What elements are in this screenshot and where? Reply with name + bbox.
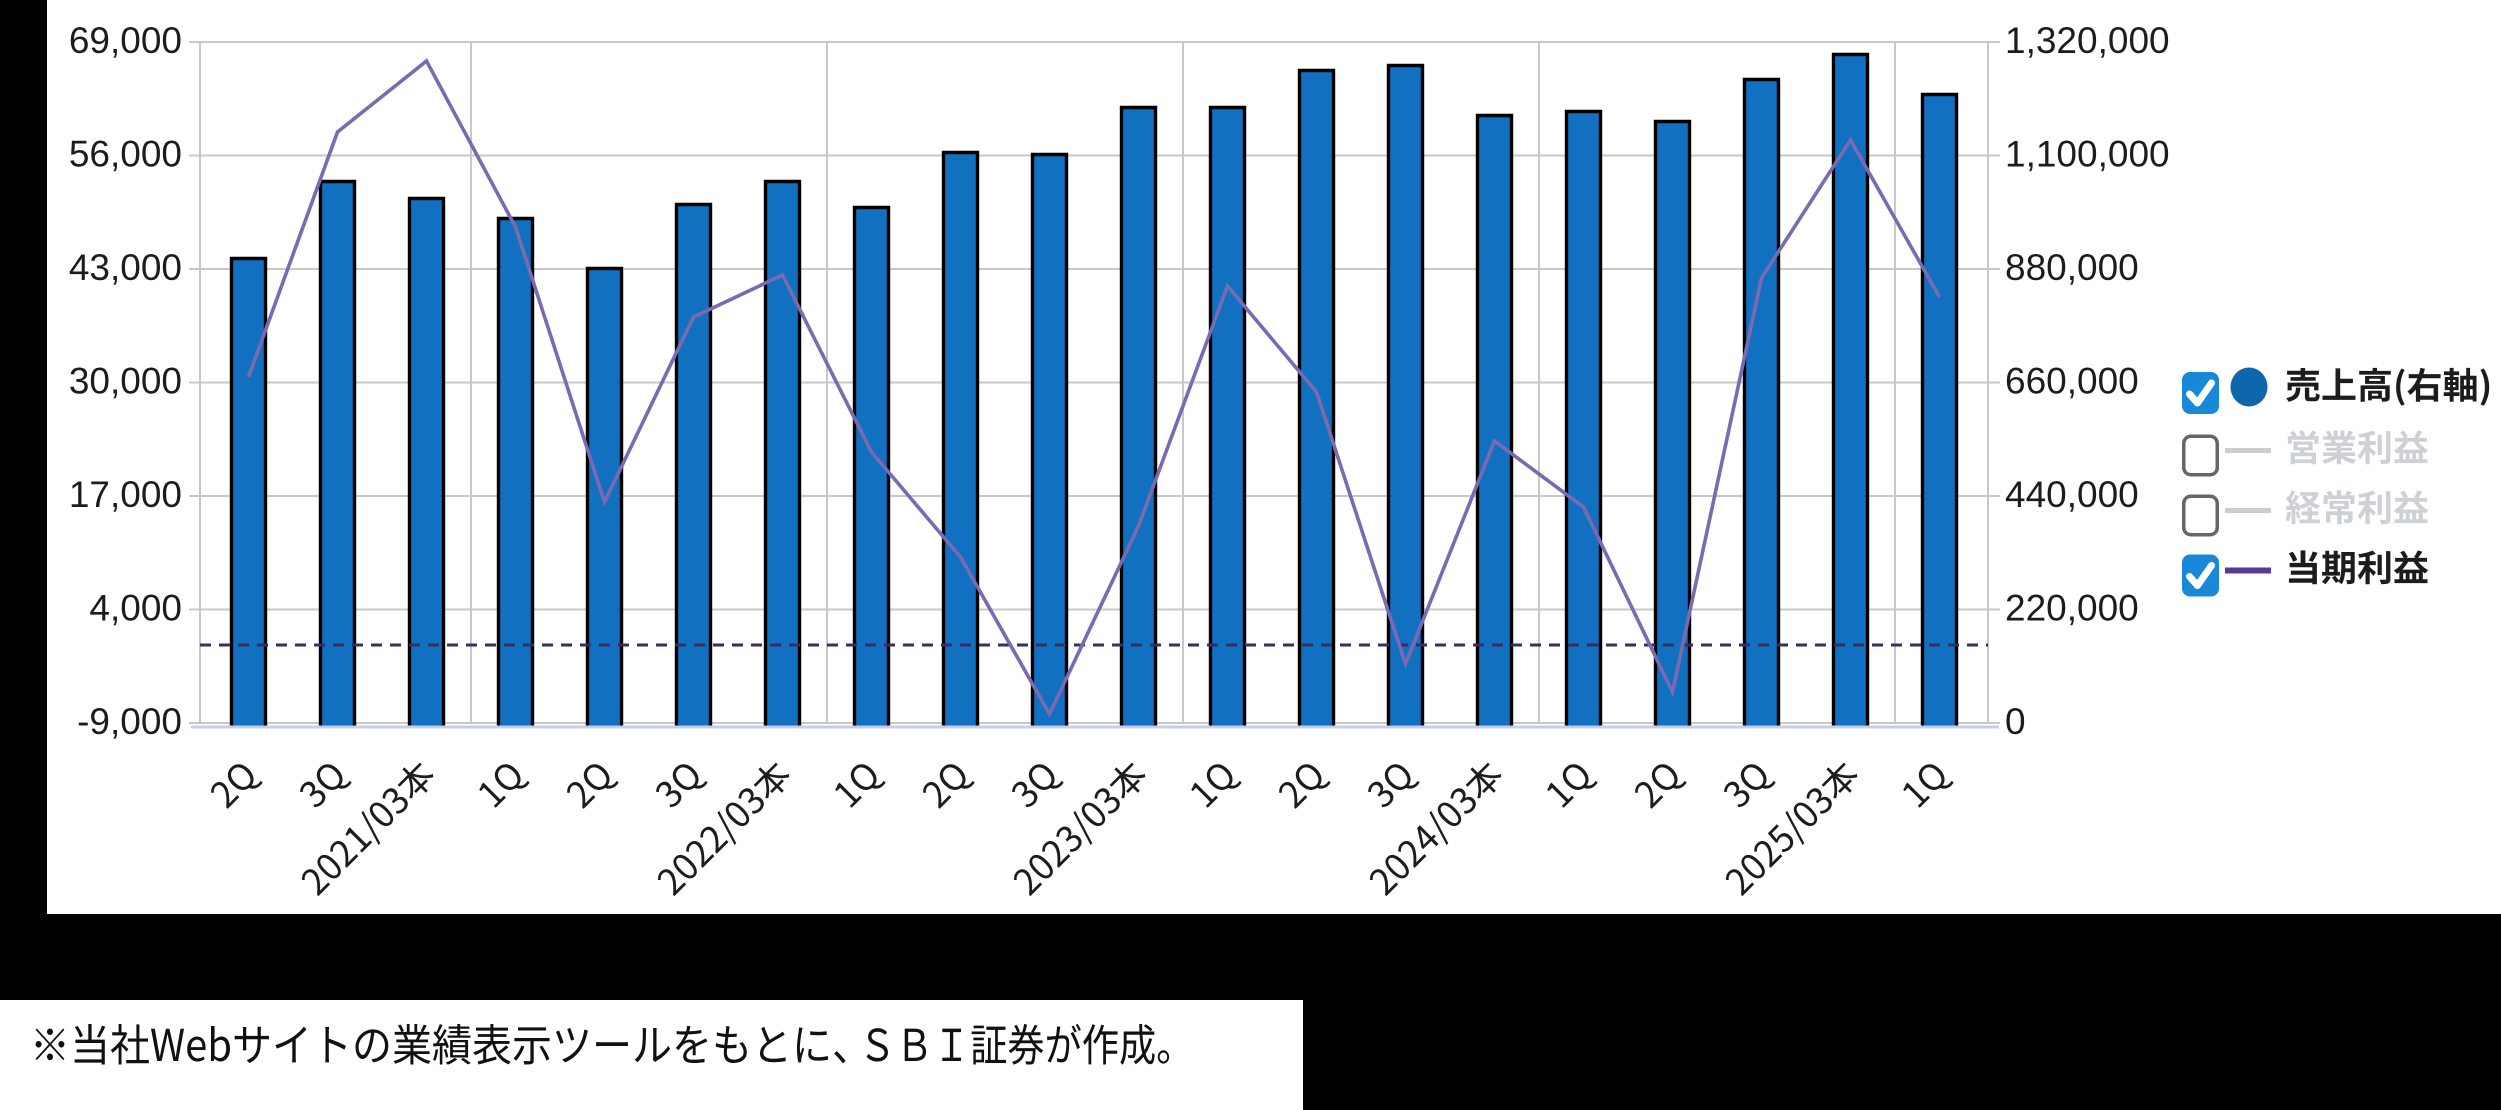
svg-text:69,000: 69,000 bbox=[69, 20, 182, 61]
svg-text:220,000: 220,000 bbox=[2005, 588, 2139, 629]
svg-text:30,000: 30,000 bbox=[69, 361, 182, 402]
svg-text:43,000: 43,000 bbox=[69, 247, 182, 288]
svg-text:1,320,000: 1,320,000 bbox=[2005, 20, 2170, 61]
svg-text:440,000: 440,000 bbox=[2005, 474, 2139, 515]
svg-text:660,000: 660,000 bbox=[2005, 361, 2139, 402]
svg-text:1,100,000: 1,100,000 bbox=[2005, 134, 2170, 175]
svg-text:-9,000: -9,000 bbox=[77, 701, 182, 742]
svg-text:4,000: 4,000 bbox=[89, 588, 182, 629]
svg-text:56,000: 56,000 bbox=[69, 134, 182, 175]
svg-text:880,000: 880,000 bbox=[2005, 247, 2139, 288]
svg-text:17,000: 17,000 bbox=[69, 474, 182, 515]
svg-text:0: 0 bbox=[2005, 701, 2026, 742]
